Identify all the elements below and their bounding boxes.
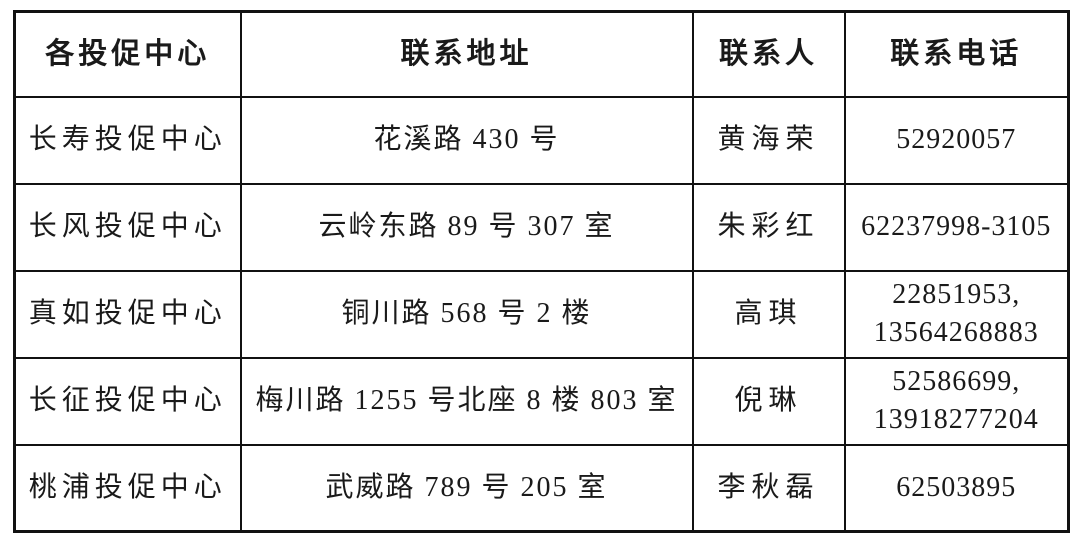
cell-address: 铜川路 568 号 2 楼 [239, 269, 694, 359]
table-row: 长风投促中心 云岭东路 89 号 307 室 朱彩红 62237998-3105 [13, 182, 1070, 272]
cell-phone: 62237998-3105 [843, 182, 1070, 272]
cell-center: 真如投促中心 [13, 269, 242, 359]
header-address: 联系地址 [239, 10, 694, 98]
cell-center: 桃浦投促中心 [13, 443, 242, 533]
cell-center: 长风投促中心 [13, 182, 242, 272]
table-row: 长征投促中心 梅川路 1255 号北座 8 楼 803 室 倪琳 5258669… [13, 356, 1070, 446]
cell-phone: 62503895 [843, 443, 1070, 533]
cell-phone: 22851953, 13564268883 [843, 269, 1070, 359]
cell-address: 武威路 789 号 205 室 [239, 443, 694, 533]
table-row: 桃浦投促中心 武威路 789 号 205 室 李秋磊 62503895 [13, 443, 1070, 533]
header-center: 各投促中心 [13, 10, 242, 98]
header-contact: 联系人 [691, 10, 846, 98]
header-phone: 联系电话 [843, 10, 1070, 98]
cell-contact: 李秋磊 [691, 443, 846, 533]
cell-center: 长征投促中心 [13, 356, 242, 446]
cell-address: 梅川路 1255 号北座 8 楼 803 室 [239, 356, 694, 446]
table-header-row: 各投促中心 联系地址 联系人 联系电话 [13, 10, 1070, 98]
cell-center: 长寿投促中心 [13, 95, 242, 185]
cell-address: 花溪路 430 号 [239, 95, 694, 185]
cell-contact: 朱彩红 [691, 182, 846, 272]
cell-contact: 高琪 [691, 269, 846, 359]
contact-centers-table: 各投促中心 联系地址 联系人 联系电话 长寿投促中心 花溪路 430 号 黄海荣… [13, 10, 1070, 533]
cell-phone: 52586699, 13918277204 [843, 356, 1070, 446]
cell-contact: 黄海荣 [691, 95, 846, 185]
cell-address: 云岭东路 89 号 307 室 [239, 182, 694, 272]
table-row: 真如投促中心 铜川路 568 号 2 楼 高琪 22851953, 135642… [13, 269, 1070, 359]
cell-phone: 52920057 [843, 95, 1070, 185]
cell-contact: 倪琳 [691, 356, 846, 446]
table-row: 长寿投促中心 花溪路 430 号 黄海荣 52920057 [13, 95, 1070, 185]
